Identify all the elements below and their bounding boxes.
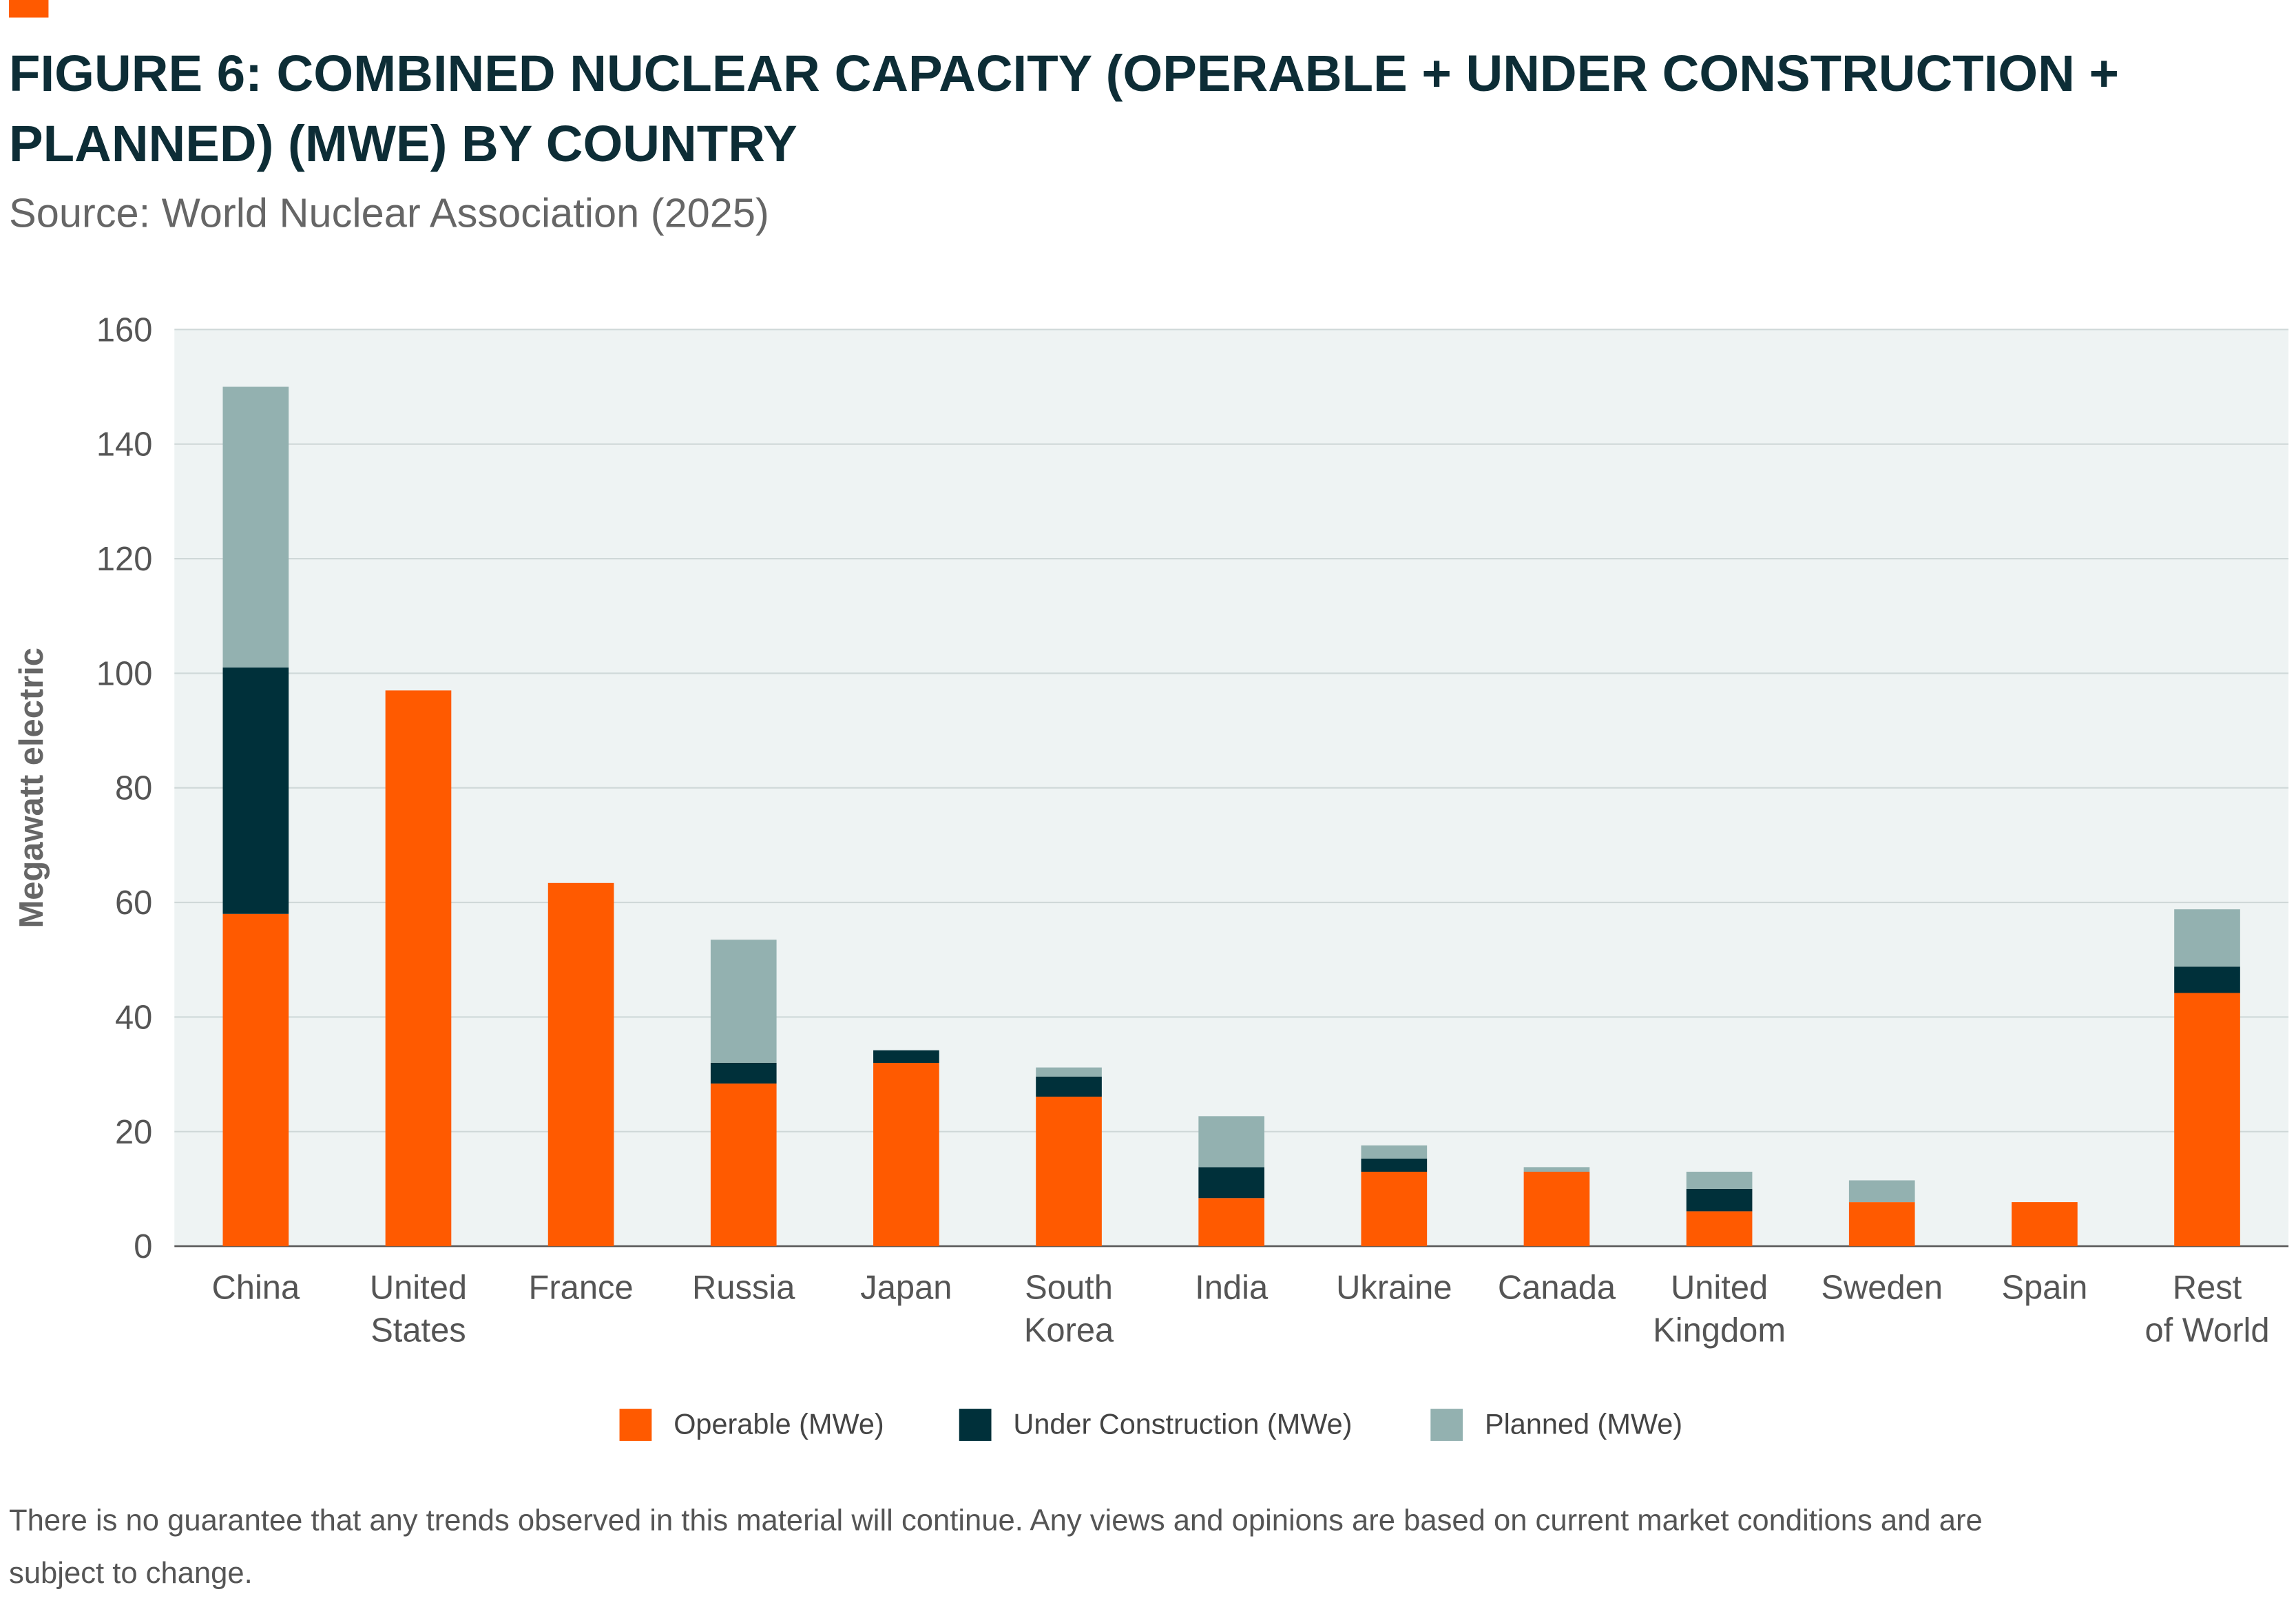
- bar-segment: [710, 940, 777, 1063]
- x-tick-label: Japan: [860, 1270, 952, 1307]
- x-tick-label: United States: [370, 1270, 467, 1349]
- bar-segment: [1361, 1145, 1428, 1159]
- bar-segment: [1198, 1167, 1265, 1199]
- chart-title: FIGURE 6: COMBINED NUCLEAR CAPACITY (OPE…: [9, 45, 2119, 172]
- bar-segment: [547, 882, 614, 1247]
- bar-segment: [1523, 1172, 1590, 1247]
- y-tick-label: 140: [96, 426, 153, 464]
- bar-segment: [2174, 993, 2240, 1247]
- y-tick-label: 60: [115, 884, 152, 922]
- bar-segment: [873, 1050, 939, 1063]
- bar-segment: [222, 667, 289, 914]
- x-tick-label: China: [211, 1270, 300, 1307]
- chart-subtitle: Source: World Nuclear Association (2025): [9, 190, 769, 236]
- bar-segment: [1036, 1097, 1102, 1247]
- bar-segment: [1198, 1198, 1265, 1247]
- y-tick-label: 20: [115, 1114, 152, 1151]
- x-tick-label: United Kingdom: [1653, 1270, 1786, 1349]
- y-tick-label: 80: [115, 770, 152, 807]
- x-tick-label: India: [1195, 1270, 1269, 1307]
- bar-segment: [1848, 1180, 1915, 1203]
- y-tick-label: 0: [134, 1228, 152, 1265]
- bar-segment: [1361, 1172, 1428, 1247]
- bar-segment: [710, 1062, 777, 1084]
- bar-segment: [385, 690, 452, 1247]
- x-tick-label: Canada: [1498, 1270, 1616, 1307]
- legend-swatch: [619, 1409, 652, 1441]
- y-axis-label: Megawatt electric: [13, 648, 50, 928]
- legend-label: Planned (MWe): [1485, 1407, 1682, 1440]
- accent-bar: [9, 0, 49, 18]
- y-tick-label: 40: [115, 999, 152, 1036]
- footnote: There is no guarantee that any trends ob…: [9, 1504, 1983, 1591]
- legend-swatch: [1430, 1409, 1463, 1441]
- x-tick-label: Russia: [692, 1270, 795, 1307]
- legend-label: Operable (MWe): [674, 1407, 884, 1440]
- bar-segment: [1686, 1172, 1753, 1189]
- bar-segment: [1686, 1211, 1753, 1247]
- bar-segment: [222, 386, 289, 668]
- bar-segment: [222, 913, 289, 1247]
- bar-segment: [1361, 1158, 1428, 1172]
- x-tick-label: Spain: [2001, 1270, 2087, 1307]
- bar-segment: [2174, 966, 2240, 993]
- y-tick-label: 160: [96, 311, 153, 349]
- y-tick-label: 100: [96, 655, 153, 692]
- x-tick-label: Sweden: [1821, 1270, 1943, 1307]
- bar-segment: [1523, 1167, 1590, 1172]
- legend-swatch: [959, 1409, 992, 1441]
- legend-label: Under Construction (MWe): [1013, 1407, 1352, 1440]
- x-tick-label: Ukraine: [1336, 1270, 1452, 1307]
- bar-segment: [1036, 1067, 1102, 1077]
- bar-segment: [2012, 1202, 2078, 1247]
- bar-segment: [1686, 1188, 1753, 1212]
- bar-segment: [1848, 1202, 1915, 1247]
- bar-segment: [873, 1062, 939, 1247]
- bar-segment: [1198, 1116, 1265, 1168]
- y-tick-label: 120: [96, 541, 153, 578]
- bar-segment: [710, 1083, 777, 1247]
- bar-segment: [1036, 1076, 1102, 1097]
- x-tick-label: France: [529, 1270, 634, 1307]
- x-tick-label: Rest of World: [2144, 1270, 2269, 1349]
- bar-segment: [2174, 909, 2240, 967]
- x-tick-label: South Korea: [1024, 1270, 1114, 1349]
